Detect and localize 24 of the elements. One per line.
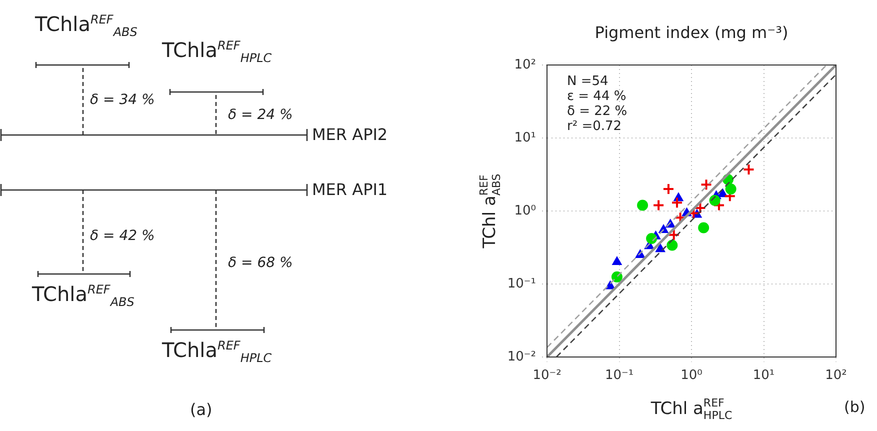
- annotation: r² =0.72: [567, 119, 622, 134]
- text: (a): [190, 400, 212, 419]
- x-tick-label: 10⁻²: [532, 368, 562, 384]
- text: MER API2: [312, 125, 388, 144]
- y-tick-label: 10⁻¹: [507, 276, 536, 292]
- annotation: ε = 44 %: [567, 89, 626, 104]
- y-tick-label: 10¹: [514, 130, 536, 146]
- y-axis-title: TChl aREFABS: [477, 174, 504, 250]
- text: (b): [844, 398, 866, 416]
- text: δ = 68 %: [228, 255, 293, 271]
- y-tick-label: 10⁻²: [507, 349, 536, 364]
- text: δ = 24 %: [228, 107, 293, 123]
- x-tick-label: 10⁻¹: [604, 368, 634, 384]
- y-tick-label: 10⁰: [514, 203, 536, 218]
- text: δ = 42 %: [90, 228, 155, 244]
- text: MER API1: [312, 180, 388, 199]
- annotation: N =54: [567, 74, 608, 89]
- chart-title: Pigment index (mg m⁻³): [594, 23, 788, 42]
- text: δ = 34 %: [90, 92, 155, 108]
- annotation: δ = 22 %: [567, 104, 628, 119]
- x-tick-label: 10²: [825, 368, 847, 384]
- y-tick-label: 10²: [514, 57, 536, 72]
- x-tick-label: 10⁰: [680, 368, 702, 384]
- x-tick-label: 10¹: [752, 368, 775, 384]
